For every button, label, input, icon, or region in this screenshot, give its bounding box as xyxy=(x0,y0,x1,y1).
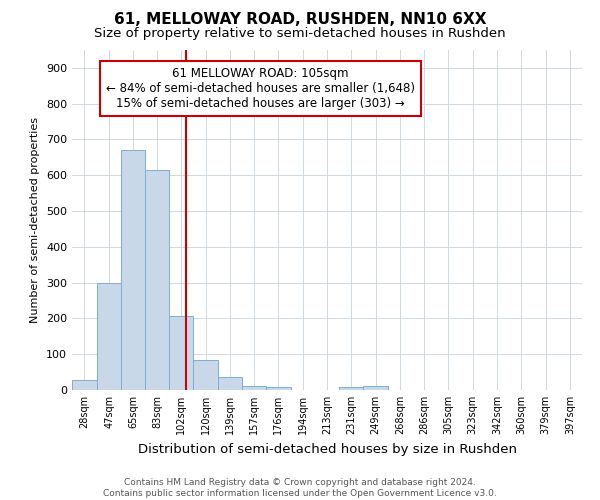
Bar xyxy=(242,386,266,390)
X-axis label: Distribution of semi-detached houses by size in Rushden: Distribution of semi-detached houses by … xyxy=(137,442,517,456)
Bar xyxy=(121,150,145,390)
Text: 61, MELLOWAY ROAD, RUSHDEN, NN10 6XX: 61, MELLOWAY ROAD, RUSHDEN, NN10 6XX xyxy=(114,12,486,28)
Bar xyxy=(266,387,290,390)
Bar xyxy=(169,316,193,390)
Bar xyxy=(97,282,121,390)
Bar xyxy=(339,387,364,390)
Bar xyxy=(218,378,242,390)
Y-axis label: Number of semi-detached properties: Number of semi-detached properties xyxy=(31,117,40,323)
Bar xyxy=(193,360,218,390)
Text: Size of property relative to semi-detached houses in Rushden: Size of property relative to semi-detach… xyxy=(94,28,506,40)
Text: 61 MELLOWAY ROAD: 105sqm
← 84% of semi-detached houses are smaller (1,648)
15% o: 61 MELLOWAY ROAD: 105sqm ← 84% of semi-d… xyxy=(106,67,415,110)
Bar xyxy=(72,380,97,390)
Bar xyxy=(145,170,169,390)
Bar xyxy=(364,386,388,390)
Text: Contains HM Land Registry data © Crown copyright and database right 2024.
Contai: Contains HM Land Registry data © Crown c… xyxy=(103,478,497,498)
